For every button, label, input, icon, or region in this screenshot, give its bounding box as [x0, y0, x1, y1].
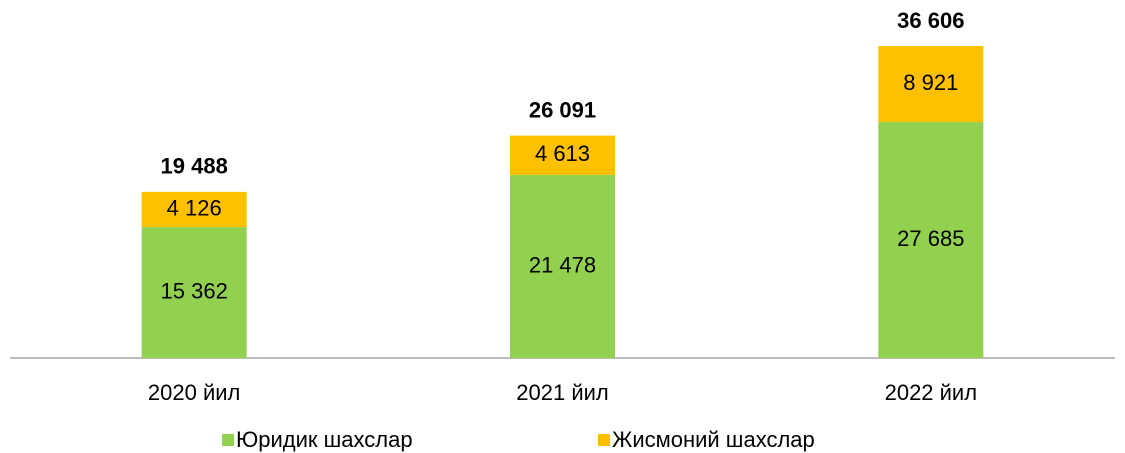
bar-segment [141, 191, 247, 228]
value-label: 8 921 [903, 70, 958, 95]
legend-label: Жисмоний шахслар [612, 427, 815, 452]
legend-swatch [222, 434, 234, 446]
total-label: 36 606 [897, 8, 964, 33]
value-label: 15 362 [161, 278, 228, 303]
x-tick-label: 2021 йил [516, 380, 608, 405]
total-label: 26 091 [529, 97, 596, 122]
value-label: 21 478 [529, 252, 596, 277]
x-tick-label: 2020 йил [148, 380, 240, 405]
bar-segment [878, 46, 984, 123]
total-label: 19 488 [161, 154, 228, 179]
bar-segment [141, 227, 247, 358]
bar-segment [878, 122, 984, 358]
legend-swatch [598, 434, 610, 446]
value-label: 27 685 [897, 226, 964, 251]
bar-segment [510, 135, 615, 175]
bar-segment [510, 174, 615, 358]
value-label: 4 613 [535, 141, 590, 166]
legend-label: Юридик шахслар [236, 427, 413, 452]
x-tick-label: 2022 йил [885, 380, 977, 405]
value-label: 4 126 [167, 195, 222, 220]
